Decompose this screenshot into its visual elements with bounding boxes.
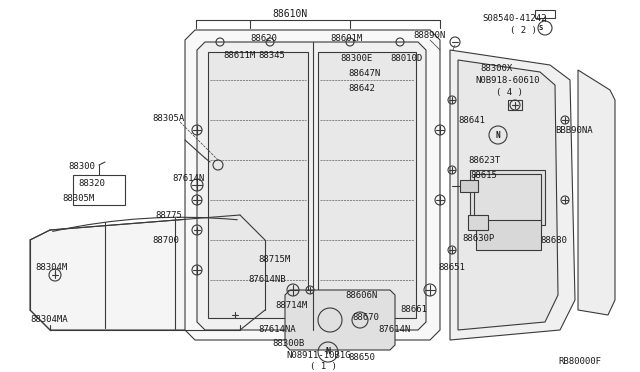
Text: S08540-41242: S08540-41242 (482, 13, 547, 22)
Text: 88300B: 88300B (272, 340, 304, 349)
Text: 88661: 88661 (400, 305, 427, 314)
Text: ( 2 ): ( 2 ) (510, 26, 537, 35)
Text: 88647N: 88647N (348, 68, 380, 77)
Text: 88345: 88345 (258, 51, 285, 60)
Polygon shape (185, 30, 440, 340)
Bar (474, 174, 541, 221)
Text: 88641: 88641 (458, 115, 485, 125)
Polygon shape (197, 42, 426, 330)
Text: 88611M: 88611M (223, 51, 255, 60)
Polygon shape (578, 70, 615, 315)
Text: 88670: 88670 (352, 314, 379, 323)
Text: 88651: 88651 (438, 263, 465, 273)
Text: 88606N: 88606N (345, 291, 377, 299)
Polygon shape (30, 215, 265, 330)
Text: 88630P: 88630P (462, 234, 494, 243)
Text: N08911-10B1G: N08911-10B1G (286, 350, 351, 359)
Text: 87614NA: 87614NA (258, 326, 296, 334)
Text: N: N (496, 131, 500, 140)
Text: 88610N: 88610N (272, 9, 307, 19)
Text: 88775: 88775 (155, 211, 182, 219)
Bar (470, 170, 545, 225)
Bar (73, 175, 125, 205)
Bar (476, 220, 541, 250)
Text: 88615: 88615 (470, 170, 497, 180)
Bar (460, 180, 478, 192)
Text: 88305M: 88305M (62, 193, 94, 202)
Text: 88305A: 88305A (152, 113, 184, 122)
Text: ( 4 ): ( 4 ) (496, 87, 523, 96)
Polygon shape (208, 52, 308, 318)
Text: 88304M: 88304M (35, 263, 67, 273)
Bar (535, 10, 555, 18)
Text: 87614N: 87614N (172, 173, 204, 183)
Text: 88642: 88642 (348, 83, 375, 93)
Text: 88700: 88700 (152, 235, 179, 244)
Polygon shape (318, 52, 416, 318)
Text: 88623T: 88623T (468, 155, 500, 164)
Text: 88300E: 88300E (340, 54, 372, 62)
Text: 88650: 88650 (348, 353, 375, 362)
Polygon shape (285, 290, 395, 350)
Text: ( 1 ): ( 1 ) (310, 362, 337, 371)
Text: 88010D: 88010D (390, 54, 422, 62)
Text: N: N (326, 347, 330, 356)
Text: N0B918-60610: N0B918-60610 (475, 76, 540, 84)
Text: 88714M: 88714M (275, 301, 307, 310)
Text: 88890N: 88890N (413, 31, 445, 39)
Text: 88300X: 88300X (480, 64, 512, 73)
Text: 88300: 88300 (68, 161, 95, 170)
Text: 88320: 88320 (78, 179, 105, 187)
Text: 88715M: 88715M (258, 256, 291, 264)
Text: 87614NB: 87614NB (248, 276, 285, 285)
Polygon shape (458, 60, 558, 330)
Text: 88620: 88620 (250, 33, 277, 42)
Bar (468, 215, 488, 230)
Bar (508, 100, 522, 110)
Text: RB80000F: RB80000F (558, 357, 601, 366)
Text: 88304MA: 88304MA (30, 315, 68, 324)
Text: S: S (539, 25, 543, 31)
Text: BBB90NA: BBB90NA (555, 125, 593, 135)
Text: 87614N: 87614N (378, 326, 410, 334)
Text: 88601M: 88601M (330, 33, 362, 42)
Polygon shape (450, 50, 575, 340)
Text: 88680: 88680 (540, 235, 567, 244)
